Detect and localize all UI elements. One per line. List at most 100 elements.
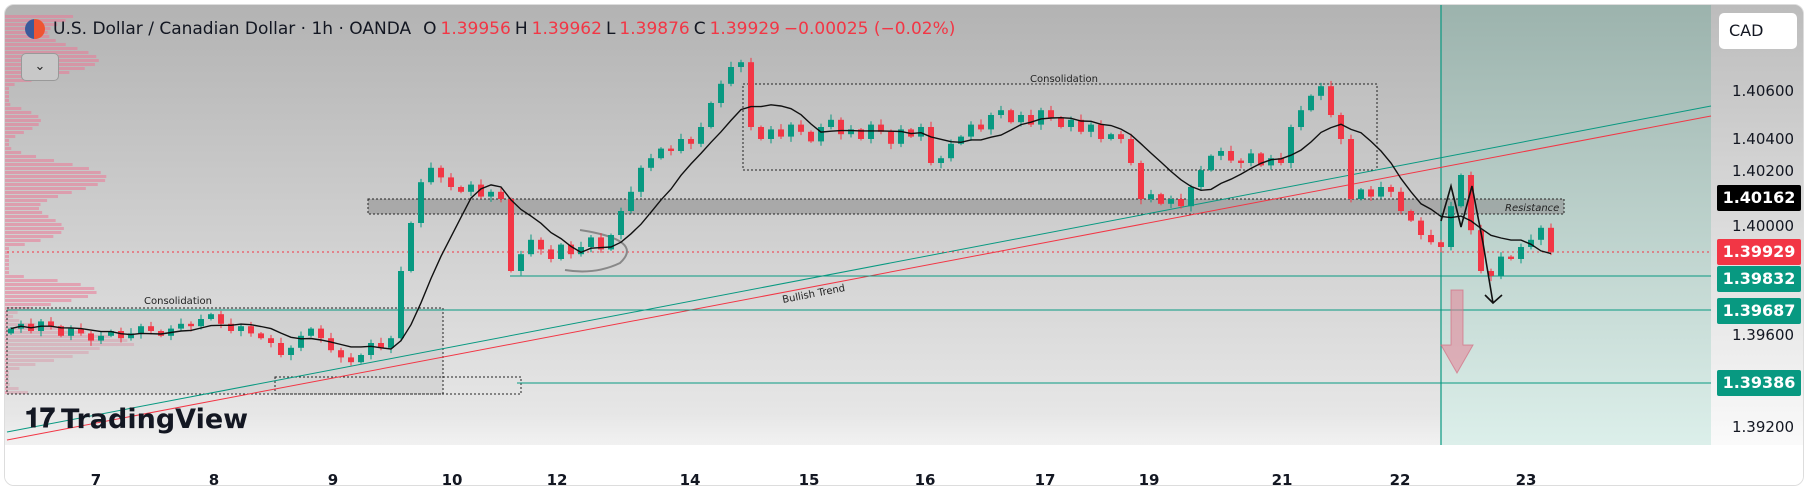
candle-body	[88, 333, 94, 341]
candle-body	[148, 326, 154, 331]
candle-body	[1528, 239, 1534, 247]
candle-body	[1048, 110, 1054, 118]
zigzag-projection[interactable]	[1440, 182, 1494, 304]
currency-button[interactable]: CAD	[1719, 13, 1797, 49]
volume-profile-bar	[5, 199, 48, 202]
tradingview-logo[interactable]: 𝟏𝟕 TradingView	[25, 403, 248, 435]
candle-body	[478, 184, 484, 197]
volume-profile-bar	[5, 51, 89, 54]
candle-body	[688, 139, 694, 144]
symbol-title[interactable]: U.S. Dollar / Canadian Dollar · 1h · OAN…	[53, 19, 412, 39]
volume-profile-bar	[5, 171, 101, 174]
y-tick: 1.40400	[1732, 130, 1795, 148]
candle-body	[78, 328, 84, 334]
y-tick: 1.40200	[1732, 162, 1795, 180]
chart-frame: Consolidation Consolidation Resistance B…	[4, 4, 1804, 486]
curve-drawing[interactable]	[564, 229, 628, 273]
candle-body	[808, 131, 814, 142]
volume-profile-bar	[5, 255, 9, 258]
candle-body	[758, 127, 764, 139]
candle-body	[448, 177, 454, 187]
candle-body	[378, 343, 384, 348]
candle-body	[1508, 256, 1514, 259]
candle-body	[1038, 110, 1044, 125]
small-range-box[interactable]	[274, 376, 522, 395]
candle-body	[1258, 153, 1264, 166]
candle-body	[1408, 211, 1414, 221]
candle-body	[1228, 151, 1234, 161]
candle-body	[58, 326, 64, 336]
candle-body	[1198, 170, 1204, 187]
volume-profile-bar	[5, 287, 95, 290]
candle-body	[568, 244, 574, 255]
candle-body	[528, 239, 534, 255]
candle-body	[1318, 86, 1324, 96]
last-price-label: 1.39929	[1717, 239, 1801, 265]
y-tick: 1.39200	[1732, 418, 1795, 436]
candle-body	[1098, 124, 1104, 139]
volume-profile-bar	[5, 131, 24, 134]
x-tick: 8	[208, 471, 220, 486]
resistance-zone[interactable]	[367, 198, 1565, 215]
volume-profile-bar	[5, 243, 25, 246]
x-tick: 15	[798, 471, 820, 486]
volume-profile-bar	[5, 263, 9, 266]
volume-profile-bar	[5, 83, 15, 86]
volume-profile-bar	[5, 147, 12, 150]
volume-profile-bar	[5, 303, 51, 306]
candle-body	[508, 199, 514, 271]
y-tick: 1.40000	[1732, 217, 1795, 235]
candle-body	[8, 328, 14, 334]
candle-body	[348, 357, 354, 363]
volume-profile-bar	[5, 159, 55, 162]
chart-header: U.S. Dollar / Canadian Dollar · 1h · OAN…	[25, 19, 955, 39]
consolidation-label-top: Consolidation	[1030, 74, 1098, 85]
candle-body	[828, 119, 834, 127]
volume-profile-bar	[5, 99, 9, 102]
candle-body	[548, 249, 554, 259]
legend-toggle-button[interactable]: ⌄	[21, 53, 59, 81]
candle-body	[1538, 227, 1544, 240]
volume-profile-bar	[5, 135, 16, 138]
consolidation-box-left[interactable]	[6, 307, 444, 395]
bullish-trendline-red[interactable]	[6, 115, 1712, 441]
volume-profile-bar	[5, 35, 50, 38]
usd-cad-flag-icon	[25, 19, 45, 39]
volume-profile-bar	[5, 203, 41, 206]
chart-plot[interactable]: Consolidation Consolidation Resistance B…	[5, 5, 1804, 486]
volume-profile-bar	[5, 139, 10, 142]
volume-profile-bar	[5, 219, 56, 222]
candle-body	[428, 167, 434, 183]
moving-average-line[interactable]	[10, 104, 1552, 350]
volume-profile-bar	[5, 47, 78, 50]
candle-body	[218, 314, 224, 324]
bullish-trendline-green[interactable]	[6, 105, 1712, 433]
candle-body	[1008, 110, 1014, 123]
candle-body	[238, 326, 244, 331]
volume-profile-bar	[5, 279, 58, 282]
candles[interactable]	[8, 57, 1554, 366]
volume-profile-bar	[5, 271, 9, 274]
volume-profile-bar	[5, 179, 106, 182]
volume-profile-bar	[5, 291, 97, 294]
candle-body	[188, 323, 194, 327]
candle-body	[1078, 119, 1084, 132]
candle-body	[1118, 134, 1124, 139]
candle-body	[588, 237, 594, 247]
candle-body	[268, 338, 274, 343]
volume-profile-bar	[5, 111, 32, 114]
volume-profile-bar	[5, 167, 89, 170]
down-arrow-icon[interactable]	[1440, 289, 1474, 375]
projection-arrow-icon	[1484, 294, 1503, 305]
candle-body	[1238, 160, 1244, 163]
candle-body	[618, 211, 624, 235]
candle-body	[1308, 95, 1314, 111]
volume-profile-bar	[5, 115, 39, 118]
volume-profile-bar	[5, 87, 9, 90]
volume-profile-bar	[5, 95, 9, 98]
high-value: 1.39962	[531, 19, 602, 39]
volume-profile-bar	[5, 275, 24, 278]
candle-body	[718, 83, 724, 103]
x-tick: 19	[1138, 471, 1160, 486]
volume-profile-bar	[5, 259, 9, 262]
